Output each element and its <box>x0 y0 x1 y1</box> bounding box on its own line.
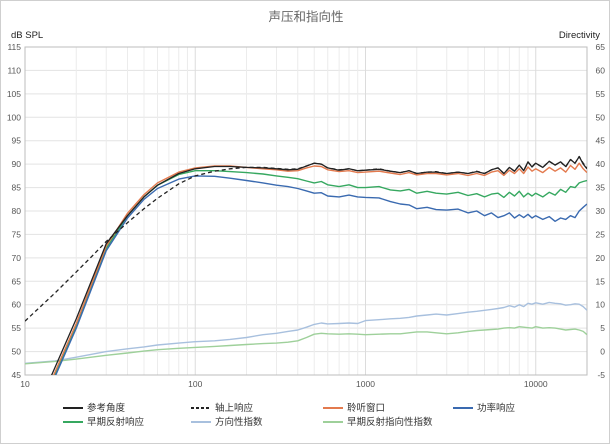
x-tick-label: 10 <box>20 379 30 389</box>
y-tick-label-left: 65 <box>12 276 22 286</box>
y-tick-label-right: 30 <box>596 206 606 216</box>
y-tick-label-right: 20 <box>596 253 606 263</box>
y-tick-label-left: 45 <box>12 370 22 380</box>
legend-label: 参考角度 <box>87 402 126 414</box>
y-axis-title-right: Directivity <box>559 30 600 41</box>
y-tick-label-left: 110 <box>7 65 21 75</box>
series-line <box>25 301 587 364</box>
y-tick-label-left: 55 <box>12 323 22 333</box>
legend-label: 轴上响应 <box>215 402 254 414</box>
legend-label: 早期反射响应 <box>87 416 145 428</box>
chart-title: 声压和指向性 <box>268 9 343 24</box>
y-tick-label-left: 90 <box>12 159 22 169</box>
y-tick-label-left: 115 <box>7 42 21 52</box>
series-line <box>52 162 587 375</box>
y-tick-label-left: 50 <box>12 347 22 357</box>
y-tick-label-left: 80 <box>12 206 22 216</box>
series-lines <box>25 155 587 375</box>
y-tick-label-right: 40 <box>596 159 606 169</box>
grid-lines <box>24 46 588 376</box>
legend-label: 方向性指数 <box>215 416 263 428</box>
y-tick-label-right: 60 <box>596 65 606 75</box>
y-axis-title-left: dB SPL <box>11 30 43 41</box>
series-line <box>50 155 587 375</box>
y-tick-label-right: 45 <box>596 136 606 146</box>
legend-label: 聆听窗口 <box>347 402 385 414</box>
y-tick-label-left: 105 <box>7 89 21 99</box>
y-tick-label-left: 75 <box>12 229 22 239</box>
series-line <box>53 170 587 375</box>
series-line <box>55 175 587 375</box>
y-tick-label-right: 5 <box>600 323 605 333</box>
y-tick-label-right: 10 <box>596 300 606 310</box>
y-tick-label-left: 70 <box>12 253 22 263</box>
y-tick-label-right: 15 <box>596 276 606 286</box>
legend-label: 早期反射指向性指数 <box>347 416 433 428</box>
y-tick-label-left: 95 <box>12 136 22 146</box>
series-line <box>25 326 587 365</box>
y-tick-label-right: 35 <box>596 183 606 193</box>
y-tick-label-right: -5 <box>597 370 605 380</box>
x-tick-label: 1000 <box>356 379 375 389</box>
y-tick-label-right: 65 <box>596 42 606 52</box>
legend-label: 功率响应 <box>477 402 516 414</box>
series-line <box>25 155 587 322</box>
x-tick-label: 10000 <box>524 379 548 389</box>
y-tick-label-right: 25 <box>596 229 606 239</box>
y-tick-label-left: 100 <box>7 112 21 122</box>
y-tick-label-right: 55 <box>596 89 606 99</box>
plot-border <box>24 46 588 376</box>
y-tick-label-left: 60 <box>12 300 22 310</box>
y-tick-label-left: 85 <box>12 183 22 193</box>
y-tick-label-right: 0 <box>600 347 605 357</box>
y-tick-label-right: 50 <box>596 112 606 122</box>
x-tick-label: 100 <box>188 379 202 389</box>
